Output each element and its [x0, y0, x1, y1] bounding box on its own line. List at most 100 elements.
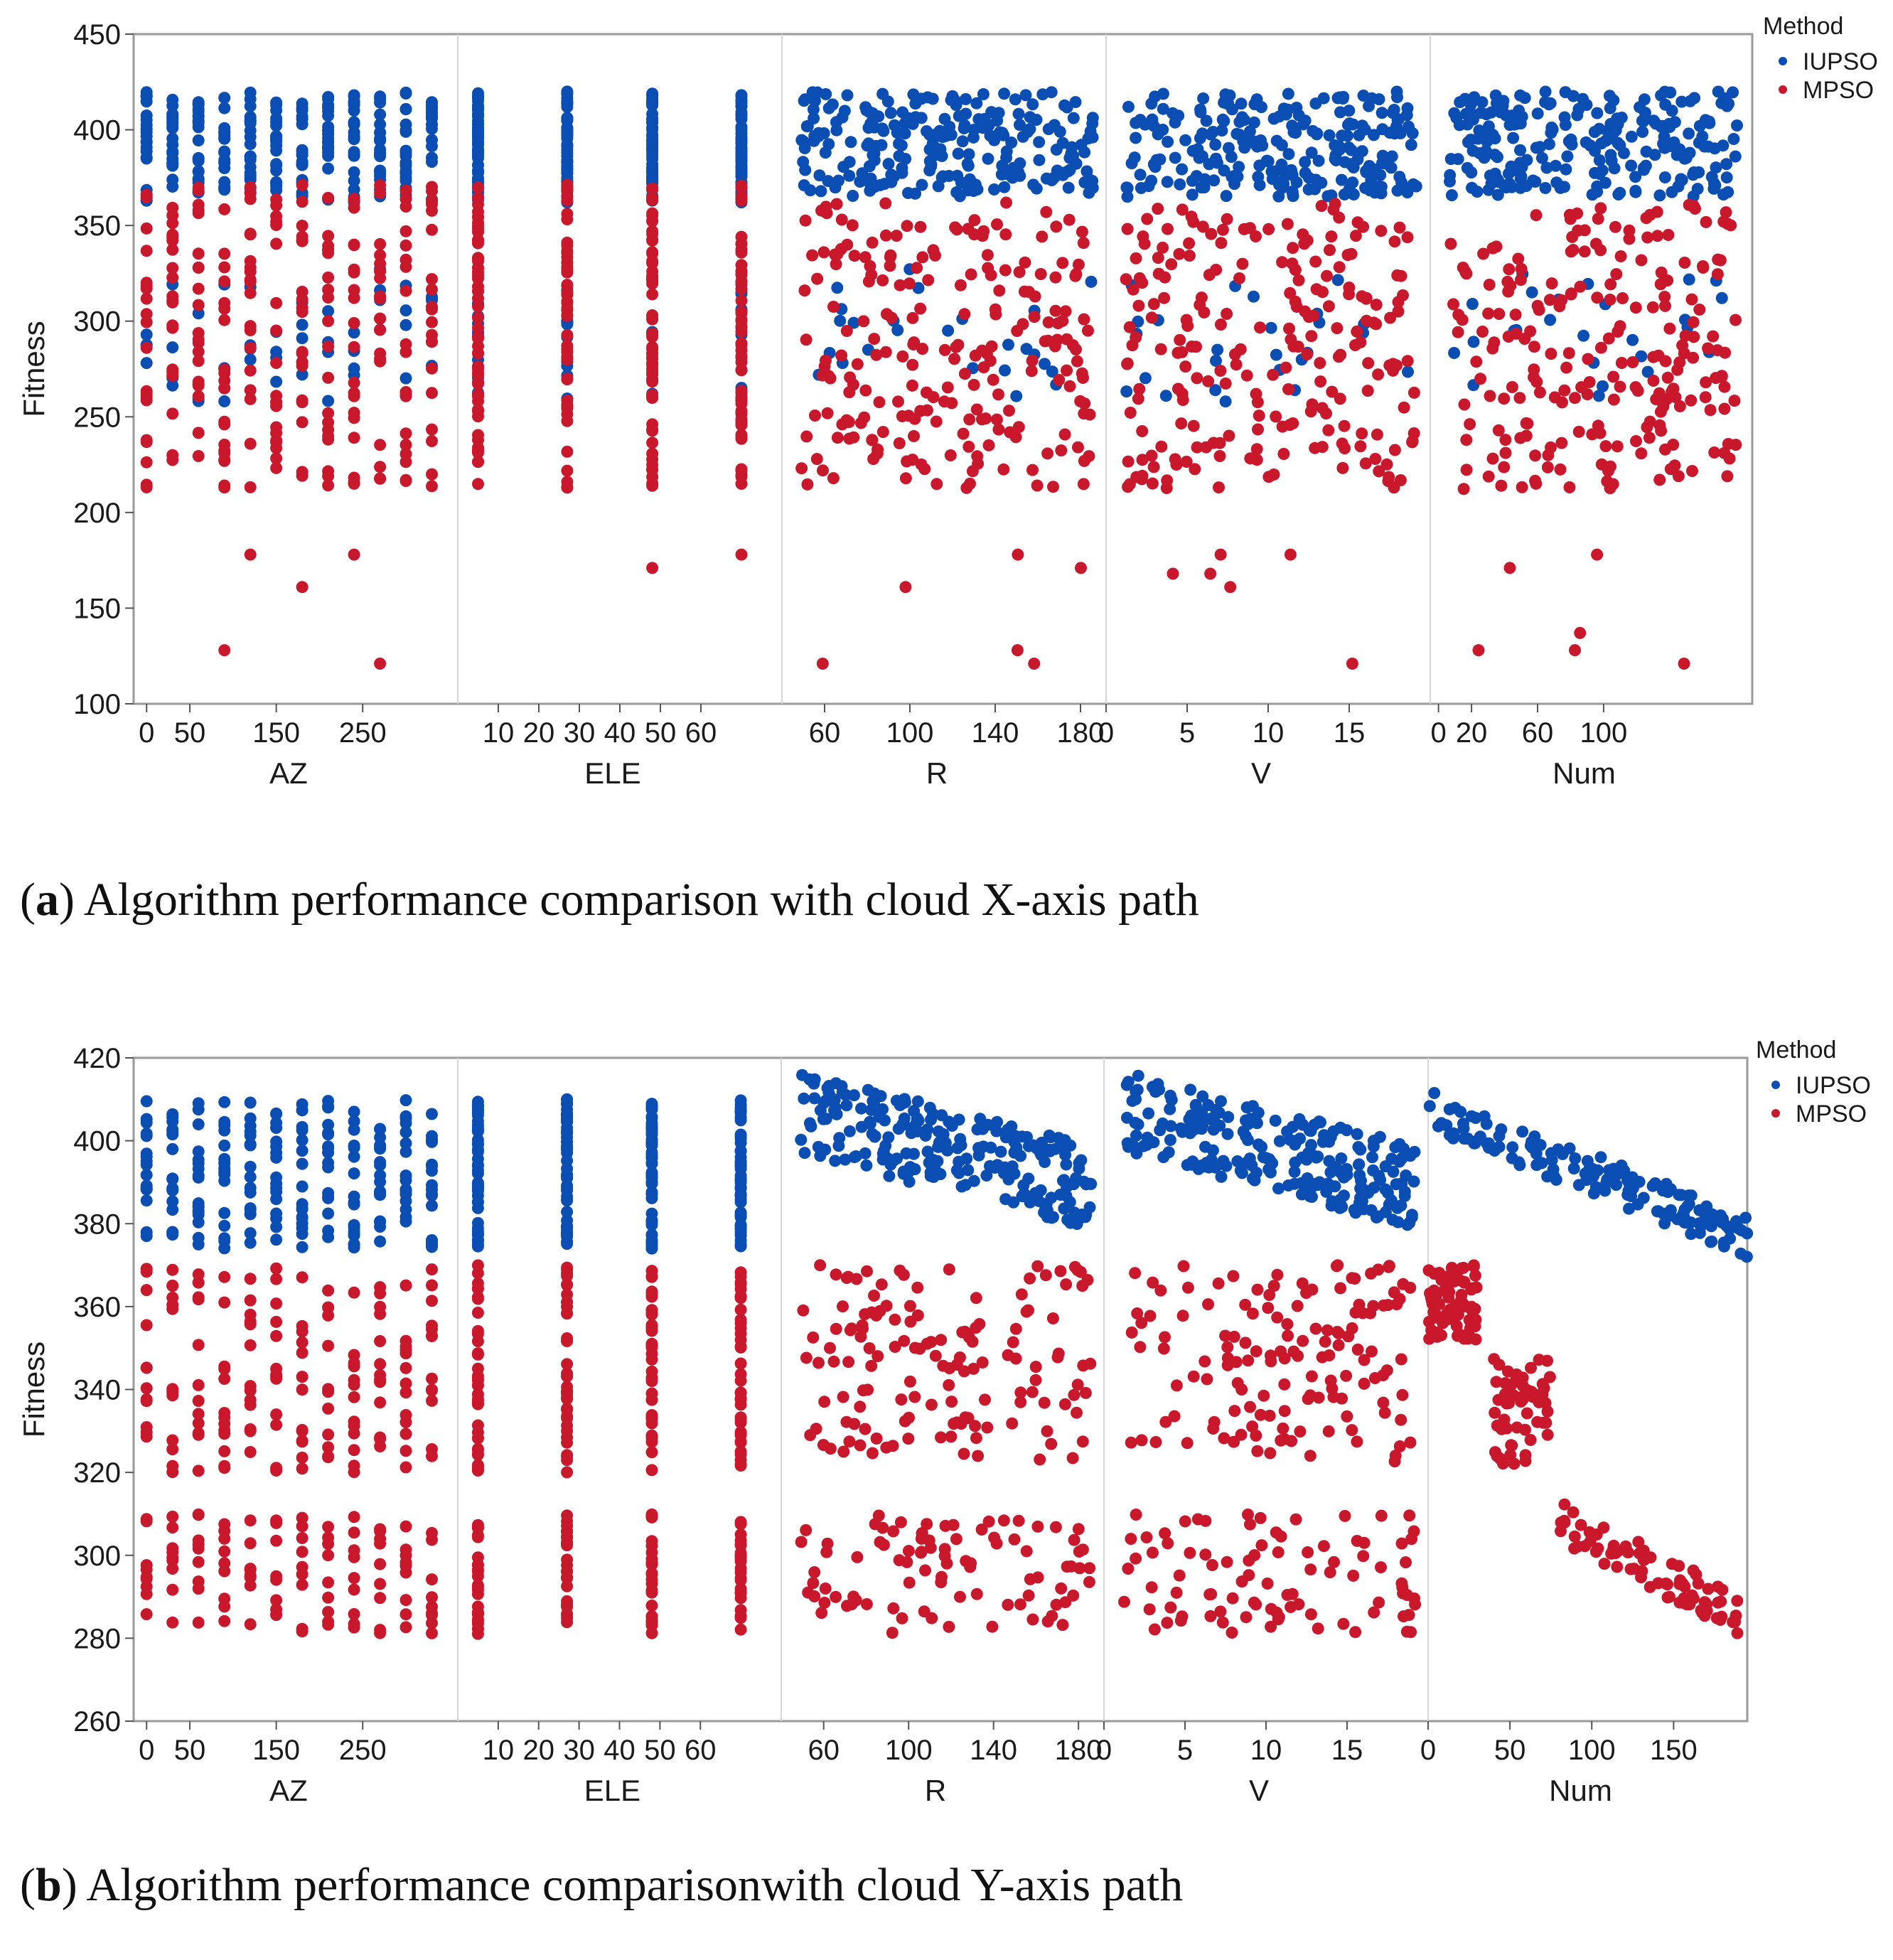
mpso-point [735, 548, 748, 561]
mpso-point [1297, 1334, 1309, 1347]
mpso-point [1040, 205, 1053, 218]
mpso-point [976, 344, 989, 357]
iupso-point [1625, 130, 1638, 143]
mpso-point [1181, 1281, 1194, 1294]
mpso-point [244, 193, 257, 205]
mpso-point [970, 1292, 982, 1305]
iupso-point [244, 1112, 257, 1125]
mpso-point [875, 1278, 888, 1291]
iupso-point [348, 99, 360, 112]
mpso-point [1641, 231, 1654, 244]
iupso-point [1026, 98, 1039, 111]
iupso-point [1329, 139, 1341, 151]
mpso-point [1242, 1354, 1255, 1367]
mpso-point [1343, 288, 1356, 301]
mpso-point [1403, 1509, 1416, 1522]
mpso-point [868, 1290, 880, 1302]
mpso-point [472, 390, 484, 402]
mpso-point [1171, 346, 1184, 359]
mpso-point [322, 340, 335, 353]
iupso-point [1637, 115, 1650, 128]
mpso-point [1289, 264, 1302, 277]
mpso-point [1155, 440, 1168, 453]
figure-a: 450 400 350 300 250 200 150 100 Fitness 0 50 150 250… [17, 13, 1878, 926]
iupso-point [1603, 90, 1616, 102]
iupso-point [899, 117, 911, 129]
mpso-point [893, 437, 906, 449]
x-axis-title: AZ [269, 1774, 308, 1807]
iupso-point [855, 1102, 867, 1115]
mpso-point [1604, 278, 1617, 291]
iupso-point [1585, 1167, 1598, 1180]
iupso-point [1269, 1114, 1282, 1127]
mpso-point [1565, 288, 1577, 301]
mpso-point [1041, 1425, 1053, 1437]
mpso-point [1221, 308, 1233, 320]
mpso-point [1251, 396, 1264, 409]
mpso-point [374, 257, 387, 270]
mpso-point [1034, 268, 1047, 280]
mpso-point [899, 472, 912, 485]
mpso-point [140, 191, 153, 203]
iupso-point [561, 92, 574, 105]
iupso-point [1355, 1174, 1367, 1187]
mpso-point [1200, 441, 1213, 454]
mpso-point [426, 423, 438, 436]
mpso-point [561, 1391, 574, 1403]
mpso-point [1221, 1555, 1233, 1568]
iupso-point [322, 1161, 335, 1174]
mpso-point [1357, 220, 1370, 233]
mpso-point [1637, 1544, 1650, 1557]
mpso-point [192, 1293, 205, 1306]
iupso-point [1715, 291, 1728, 304]
iupso-point [1379, 1183, 1392, 1196]
mpso-point [908, 336, 921, 349]
mpso-point [1388, 481, 1400, 494]
mpso-point [1055, 1582, 1068, 1595]
iupso-point [798, 1147, 811, 1160]
mpso-point [894, 279, 906, 291]
iupso-point [1210, 355, 1222, 367]
mpso-point [1213, 450, 1226, 462]
iupso-point [843, 1125, 856, 1137]
mpso-point [969, 1420, 982, 1432]
iupso-point [1444, 175, 1456, 188]
mpso-point [1341, 249, 1354, 262]
mpso-point [1336, 461, 1349, 474]
iupso-point [1526, 1141, 1538, 1154]
x-tick-label: 0 [1096, 1735, 1112, 1766]
iupso-point [348, 1238, 360, 1251]
mpso-point [892, 395, 904, 408]
mpso-point [1407, 1525, 1420, 1538]
iupso-point [399, 1110, 412, 1123]
mpso-point [561, 261, 574, 274]
mpso-point [1514, 274, 1527, 286]
iupso-point [140, 151, 153, 164]
iupso-point [826, 98, 839, 111]
iupso-point [561, 1206, 574, 1219]
x-tick-label: 100 [886, 717, 934, 749]
mpso-point [1370, 299, 1383, 311]
iupso-point [1493, 1140, 1506, 1153]
iupso-point [1014, 169, 1026, 182]
mpso-point [561, 251, 574, 264]
mpso-point [935, 1334, 948, 1346]
iupso-point [399, 1126, 412, 1139]
mpso-point [322, 479, 335, 492]
mpso-point [927, 391, 940, 404]
mpso-point [1014, 1396, 1027, 1408]
mpso-point [399, 225, 412, 237]
iupso-point [646, 130, 659, 143]
iupso-point [1305, 146, 1318, 159]
mpso-point [1503, 263, 1516, 276]
mpso-point [399, 1386, 412, 1399]
mpso-point [800, 1351, 813, 1364]
mpso-point [1173, 247, 1186, 260]
mpso-point [1325, 230, 1338, 243]
x-tick-label: 10 [1253, 717, 1285, 749]
mpso-point [646, 313, 659, 326]
mpso-point [296, 1319, 309, 1332]
iupso-point [348, 1140, 360, 1152]
iupso-point [1702, 1216, 1715, 1228]
iupso-point [1683, 127, 1695, 140]
